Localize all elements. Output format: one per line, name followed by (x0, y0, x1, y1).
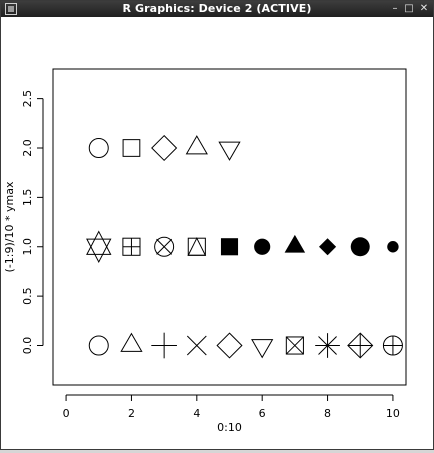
point-pch-11 (86, 230, 112, 264)
x-tick-label: 8 (324, 407, 331, 420)
minimize-icon[interactable]: – (392, 3, 398, 14)
x-tick-label: 6 (259, 407, 266, 420)
plot-area: 0 2 4 6 8 10 0:10 0.0 0.5 1.0 1.5 2.0 2.5 (-1:9)/10 *… (1, 17, 433, 449)
point-pch-7 (285, 336, 304, 355)
x-tick-label: 10 (386, 407, 400, 420)
point-pch-10 (382, 335, 403, 356)
point-pch-15 (220, 238, 239, 256)
point-pch-23 (151, 134, 178, 162)
point-pch-19 (350, 237, 370, 257)
point-pch-20 (387, 241, 399, 253)
point-pch-4 (186, 335, 207, 356)
y-tick-label: 0.5 (21, 287, 34, 305)
point-pch-25 (218, 141, 241, 161)
plot-frame (52, 68, 407, 386)
close-icon[interactable]: ✕ (419, 3, 429, 14)
point-pch-18 (319, 238, 337, 256)
title-bar[interactable]: R Graphics: Device 2 (ACTIVE) – □ ✕ (1, 1, 433, 17)
maximize-icon[interactable]: □ (404, 3, 414, 14)
window-title: R Graphics: Device 2 (ACTIVE) (122, 2, 312, 15)
point-pch-22 (122, 139, 141, 157)
y-tick-label: 0.0 (21, 337, 34, 355)
x-tick-label: 0 (63, 407, 70, 420)
point-pch-2 (120, 332, 143, 352)
y-tick-label: 2.0 (21, 139, 34, 157)
x-tick-label: 2 (128, 407, 135, 420)
point-pch-3 (151, 332, 177, 359)
y-tick-label: 1.0 (21, 238, 34, 256)
y-axis-label: (-1:9)/10 * ymax (3, 181, 16, 272)
point-pch-21 (88, 138, 109, 158)
y-tick-label: 1.5 (21, 189, 34, 207)
r-logo-icon (5, 3, 17, 15)
point-pch-24 (185, 135, 208, 155)
point-pch-8 (315, 333, 340, 358)
point-pch-14 (187, 237, 207, 256)
point-pch-17 (284, 234, 306, 253)
point-pch-12 (122, 237, 141, 256)
scatter-chart: 0 2 4 6 8 10 0:10 0.0 0.5 1.0 1.5 2.0 2.5 (-1:9)/10 *… (3, 68, 407, 434)
x-axis-label: 0:10 (217, 421, 242, 434)
point-pch-13 (154, 236, 175, 257)
y-tick-label: 2.5 (21, 90, 34, 108)
point-pch-1 (88, 335, 109, 356)
point-pch-5 (216, 332, 243, 359)
point-pch-16 (254, 238, 271, 255)
point-pch-6 (251, 339, 274, 359)
point-pch-9 (347, 332, 374, 359)
x-tick-label: 4 (193, 407, 200, 420)
